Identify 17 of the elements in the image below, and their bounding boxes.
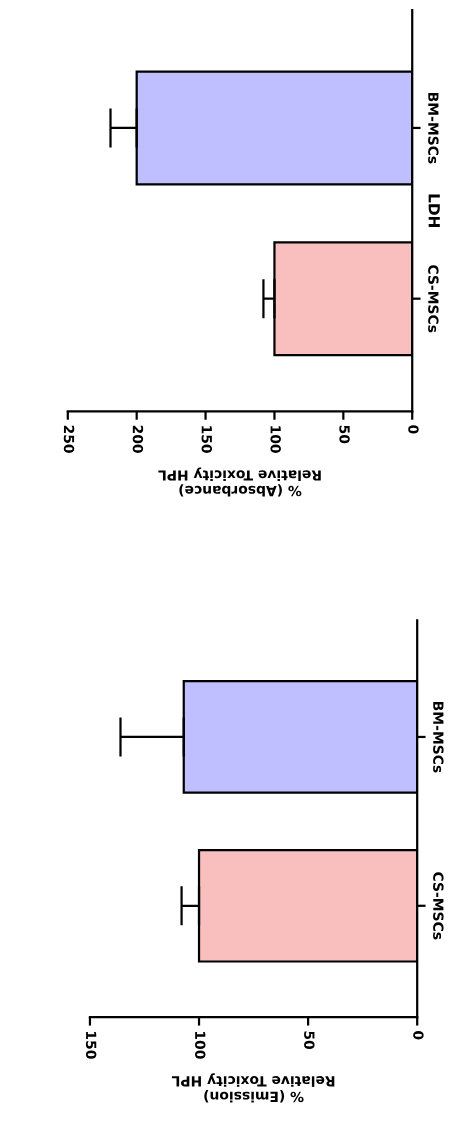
x-tick-label: 200: [132, 425, 144, 453]
x-tick-label: 50: [304, 1031, 315, 1050]
x-axis-title: % (Emission) Relative Toxicity HPL: [171, 1073, 335, 1103]
x-tick-label: 150: [201, 426, 213, 453]
x-axis-title: % (Absorbance) Relative Toxicity HPL: [158, 467, 321, 497]
x-tick-label: 0: [413, 1031, 424, 1040]
y-tick-label: CS-MSCs: [428, 265, 439, 333]
x-tick-label: 100: [195, 1031, 206, 1059]
x-tick-label: 250: [63, 425, 75, 453]
y-tick-label: CS-MSCs: [433, 872, 444, 940]
y-tick-label: BM-MSCs: [433, 702, 444, 773]
text: LDH: [428, 194, 440, 227]
x-tick-label: 100: [270, 426, 281, 453]
x-tick-label: 0: [408, 425, 419, 434]
x-tick-label: 50: [339, 425, 350, 444]
x-tick-label: 150: [85, 1031, 97, 1059]
y-tick-label: BM-MSCs: [428, 92, 439, 164]
